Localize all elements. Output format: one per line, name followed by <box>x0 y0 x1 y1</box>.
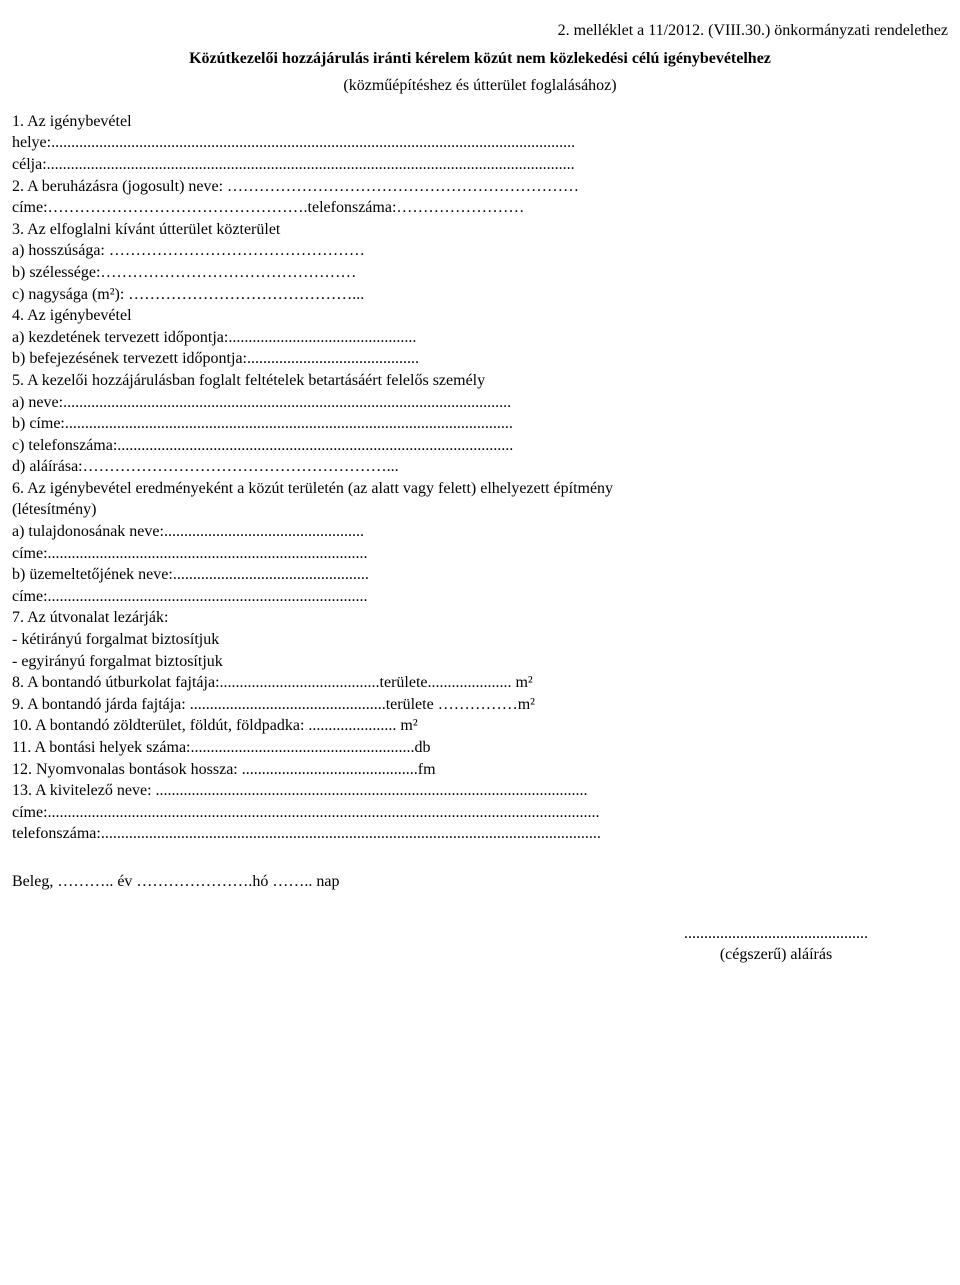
item-7-label: 7. Az útvonalat lezárják: <box>12 607 948 629</box>
item-6-a-cime: címe:...................................… <box>12 543 948 565</box>
item-4-a: a) kezdetének tervezett időpontja:......… <box>12 327 948 349</box>
item-9: 9. A bontandó járda fajtája: ...........… <box>12 694 948 716</box>
item-10: 10. A bontandó zöldterület, földút, föld… <box>12 715 948 737</box>
item-7-a: - kétirányú forgalmat biztosítjuk <box>12 629 948 651</box>
item-1-label: 1. Az igénybevétel <box>12 111 948 133</box>
item-13: 13. A kivitelező neve: .................… <box>12 780 948 802</box>
item-5-a: a) neve:................................… <box>12 392 948 414</box>
item-13-tel: telefonszáma:...........................… <box>12 823 948 845</box>
item-3-a: a) hosszúsága: ………………………………………… <box>12 240 948 262</box>
title-sub: (közműépítéshez és útterület foglalásáho… <box>12 75 948 97</box>
item-13-cime: címe:...................................… <box>12 802 948 824</box>
item-6-b-cime: címe:...................................… <box>12 586 948 608</box>
item-11: 11. A bontási helyek száma:.............… <box>12 737 948 759</box>
title-main: Közútkezelői hozzájárulás iránti kérelem… <box>12 48 948 70</box>
header-reference: 2. melléklet a 11/2012. (VIII.30.) önkor… <box>12 20 948 42</box>
form-body: 1. Az igénybevétel helye:...............… <box>12 111 948 893</box>
item-2-cime: címe:………………………………………….telefonszáma:……………… <box>12 197 948 219</box>
item-6-paren: (létesítmény) <box>12 499 948 521</box>
item-3-c: c) nagysága (m²): ……………………………………... <box>12 284 948 306</box>
item-5-d: d) aláírása:…………………………………………………... <box>12 456 948 478</box>
item-1-celja: célja:..................................… <box>12 154 948 176</box>
signature-block: ........................................… <box>12 923 948 966</box>
item-8: 8. A bontandó útburkolat fajtája:.......… <box>12 672 948 694</box>
item-4-b: b) befejezésének tervezett időpontja:...… <box>12 348 948 370</box>
item-6-a: a) tulajdonosának neve:.................… <box>12 521 948 543</box>
item-5-c: c) telefonszáma:........................… <box>12 435 948 457</box>
item-5-b: b) címe:................................… <box>12 413 948 435</box>
item-12: 12. Nyomvonalas bontások hossza: .......… <box>12 759 948 781</box>
item-1-helye: helye:..................................… <box>12 132 948 154</box>
item-3-b: b) szélessége:………………………………………… <box>12 262 948 284</box>
signature-label: (cégszerű) aláírás <box>720 946 832 963</box>
signature-dots: ........................................… <box>684 925 868 942</box>
item-6-b: b) üzemeltetőjének neve:................… <box>12 564 948 586</box>
document-page: 2. melléklet a 11/2012. (VIII.30.) önkor… <box>0 0 960 1285</box>
item-5-label: 5. A kezelői hozzájárulásban foglalt fel… <box>12 370 948 392</box>
item-2-label: 2. A beruházásra (jogosult) neve: ………………… <box>12 176 948 198</box>
item-4-label: 4. Az igénybevétel <box>12 305 948 327</box>
item-7-b: - egyirányú forgalmat biztosítjuk <box>12 651 948 673</box>
item-6-label: 6. Az igénybevétel eredményeként a közút… <box>12 478 948 500</box>
item-3-label: 3. Az elfoglalni kívánt útterület közter… <box>12 219 948 241</box>
date-line: Beleg, ……….. év ………………….hó …….. nap <box>12 871 948 893</box>
